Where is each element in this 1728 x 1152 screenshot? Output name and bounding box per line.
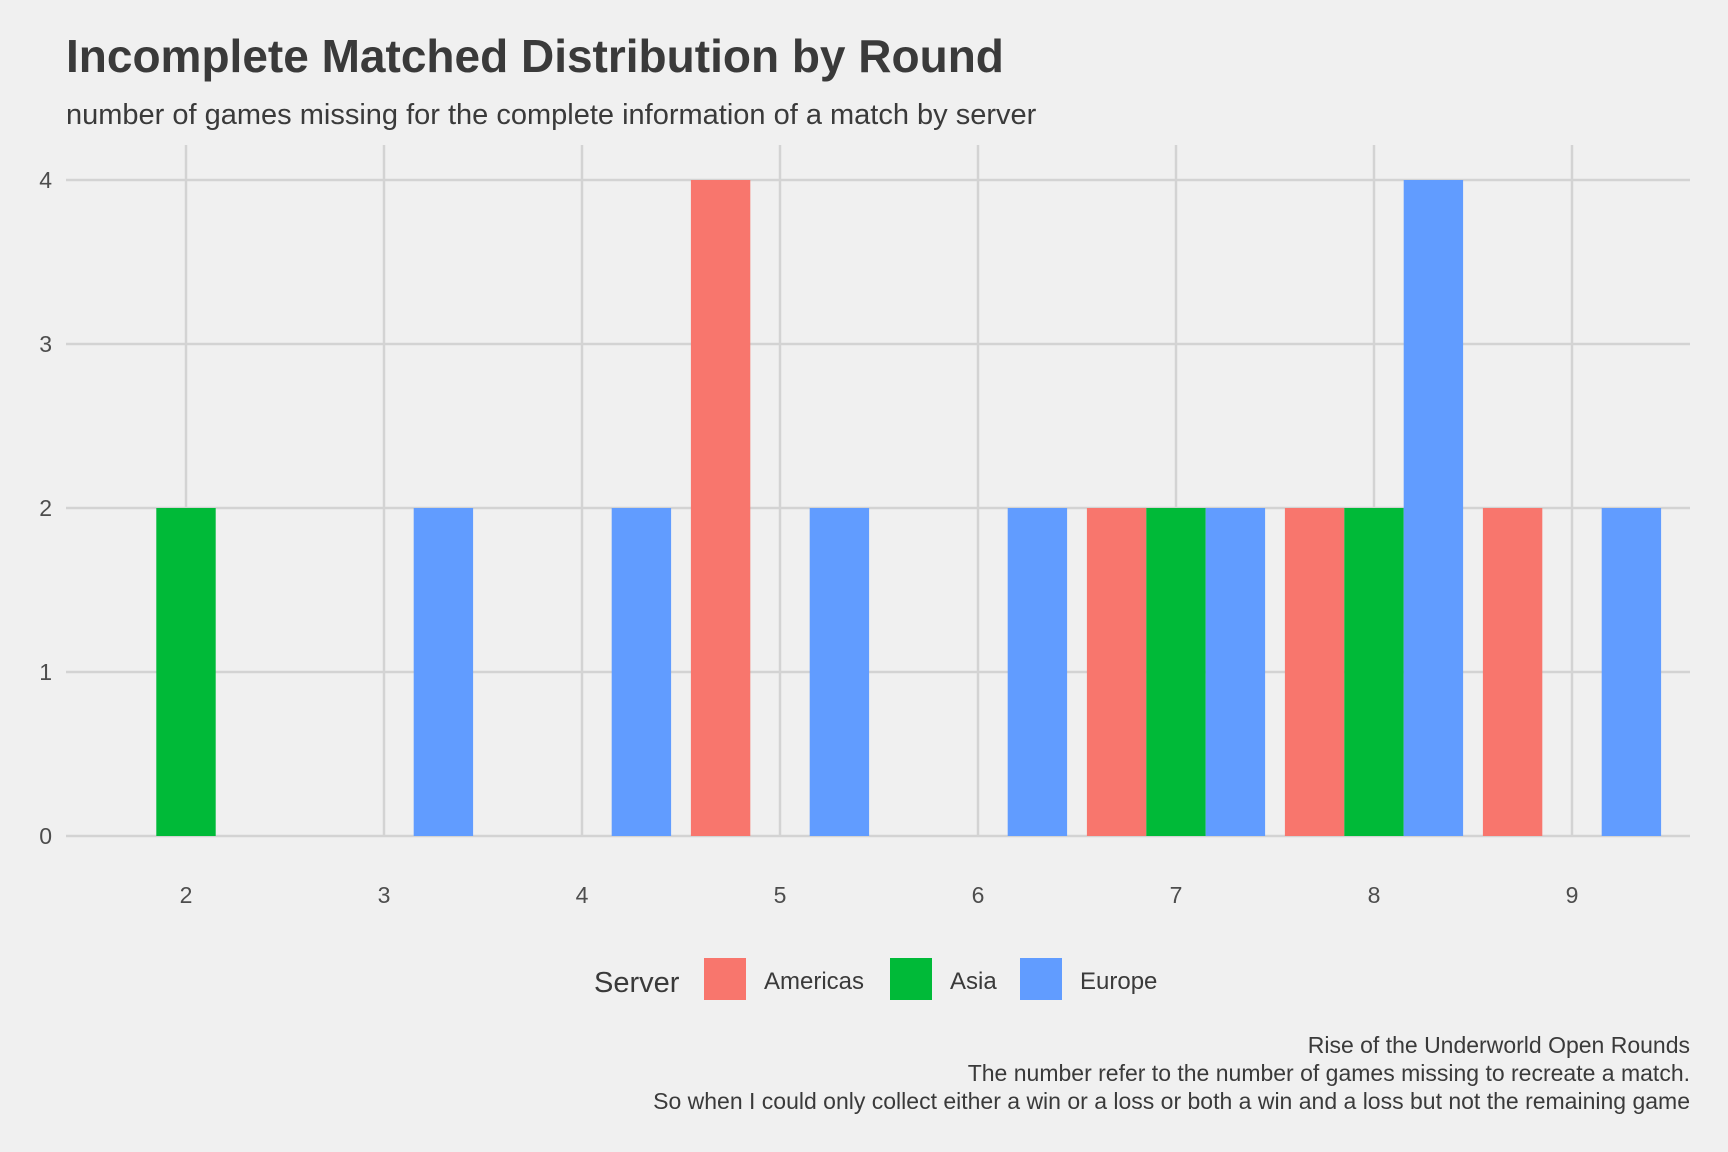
x-tick-label: 8 (1368, 882, 1381, 908)
x-tick-label: 4 (576, 882, 589, 908)
chart-subtitle: number of games missing for the complete… (66, 99, 1037, 131)
bar-asia (1344, 508, 1404, 836)
bar-europe (1007, 508, 1068, 836)
y-tick-label: 0 (39, 823, 52, 849)
chart-title: Incomplete Matched Distribution by Round (66, 30, 1004, 82)
bar-americas (690, 180, 751, 836)
bar-europe (413, 508, 474, 836)
bar-americas (1086, 508, 1147, 836)
legend: Server Americas Asia Europe (594, 958, 1157, 1000)
y-tick-label: 3 (39, 331, 52, 357)
legend-items: Americas Asia Europe (704, 958, 1157, 1000)
x-tick-label: 2 (180, 882, 193, 908)
legend-label-europe: Europe (1080, 968, 1157, 995)
y-tick-label: 1 (39, 659, 52, 685)
legend-key-americas (704, 958, 746, 1000)
x-tick-label: 5 (774, 882, 787, 908)
x-tick-label: 6 (972, 882, 985, 908)
bar-asia (1146, 508, 1206, 836)
x-tick-label: 3 (378, 882, 391, 908)
legend-item-europe: Europe (1020, 958, 1157, 1000)
bar-europe (611, 508, 672, 836)
bar-americas (1482, 508, 1543, 836)
x-tick-label: 7 (1170, 882, 1183, 908)
bar-europe (809, 508, 870, 836)
caption-line-3: So when I could only collect either a wi… (653, 1088, 1690, 1114)
y-tick-label: 4 (39, 167, 52, 193)
bar-europe (1205, 508, 1266, 836)
legend-label-americas: Americas (764, 968, 864, 995)
y-axis-tick-labels: 0 1 2 3 4 (39, 167, 52, 849)
caption: Rise of the Underworld Open Rounds The n… (653, 1032, 1690, 1114)
bars (156, 180, 1662, 836)
legend-label-asia: Asia (950, 968, 997, 995)
legend-key-asia (890, 958, 932, 1000)
x-tick-label: 9 (1566, 882, 1579, 908)
caption-line-2: The number refer to the number of games … (968, 1060, 1690, 1086)
legend-title: Server (594, 967, 680, 999)
bar-europe (1601, 508, 1662, 836)
x-axis-tick-labels: 2 3 4 5 6 7 8 9 (180, 882, 1579, 908)
legend-key-europe (1020, 958, 1062, 1000)
bar-asia (156, 508, 216, 836)
caption-line-1: Rise of the Underworld Open Rounds (1308, 1032, 1690, 1058)
legend-item-americas: Americas (704, 958, 864, 1000)
bar-americas (1284, 508, 1345, 836)
y-tick-label: 2 (39, 495, 52, 521)
legend-item-asia: Asia (890, 958, 997, 1000)
bar-europe (1403, 180, 1464, 836)
